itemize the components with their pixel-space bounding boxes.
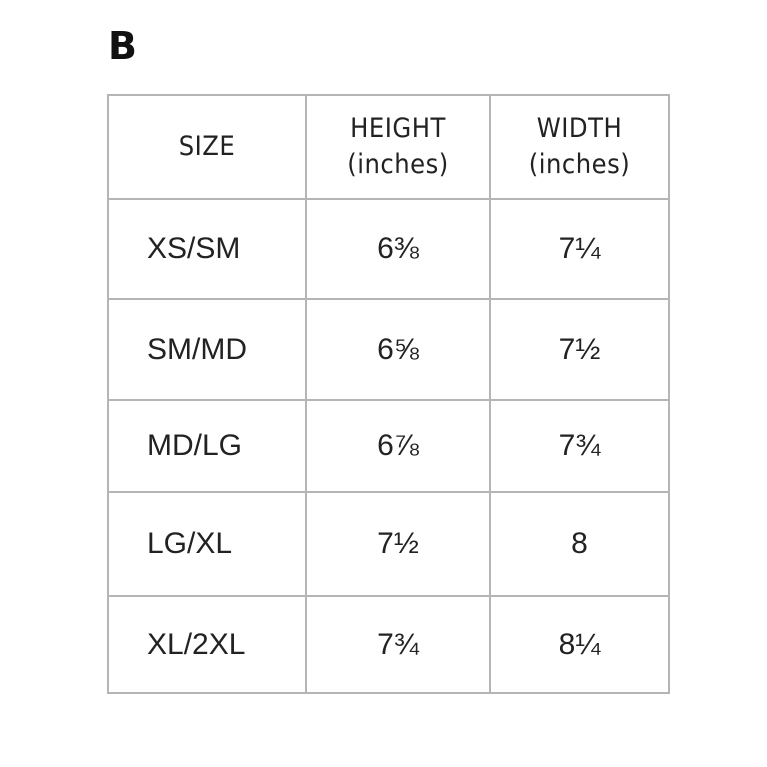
panel-label: B xyxy=(108,24,137,68)
height-cell: 6⅝ xyxy=(305,298,491,401)
height-cell: 6⅞ xyxy=(305,399,491,493)
width-cell: 7½ xyxy=(489,298,670,401)
table-row: XL/2XL 7¾ 8¼ xyxy=(107,595,670,694)
size-cell: LG/XL xyxy=(107,491,307,597)
height-cell: 7¾ xyxy=(305,595,491,694)
header-height-unit: (inches) xyxy=(347,149,449,180)
table-header-row: SIZE HEIGHT (inches) WIDTH (inches) xyxy=(107,94,670,200)
table-row: XS/SM 6⅜ 7¼ xyxy=(107,198,670,300)
width-cell: 8¼ xyxy=(489,595,670,694)
width-cell: 7¾ xyxy=(489,399,670,493)
header-width: WIDTH (inches) xyxy=(489,94,670,200)
size-cell: SM/MD xyxy=(107,298,307,401)
header-height-label: HEIGHT xyxy=(350,113,446,144)
table-row: LG/XL 7½ 8 xyxy=(107,491,670,597)
header-size-label: SIZE xyxy=(178,131,236,162)
header-width-label: WIDTH xyxy=(536,113,623,144)
height-cell: 6⅜ xyxy=(305,198,491,300)
table-row: MD/LG 6⅞ 7¾ xyxy=(107,399,670,493)
size-cell: XL/2XL xyxy=(107,595,307,694)
width-cell: 8 xyxy=(489,491,670,597)
header-width-unit: (inches) xyxy=(528,149,631,180)
height-cell: 7½ xyxy=(305,491,491,597)
size-cell: MD/LG xyxy=(107,399,307,493)
size-cell: XS/SM xyxy=(107,198,307,300)
header-size: SIZE xyxy=(107,94,307,200)
size-chart-table: SIZE HEIGHT (inches) WIDTH (inches) XS/S… xyxy=(107,94,670,694)
table-row: SM/MD 6⅝ 7½ xyxy=(107,298,670,401)
width-cell: 7¼ xyxy=(489,198,670,300)
header-height: HEIGHT (inches) xyxy=(305,94,491,200)
